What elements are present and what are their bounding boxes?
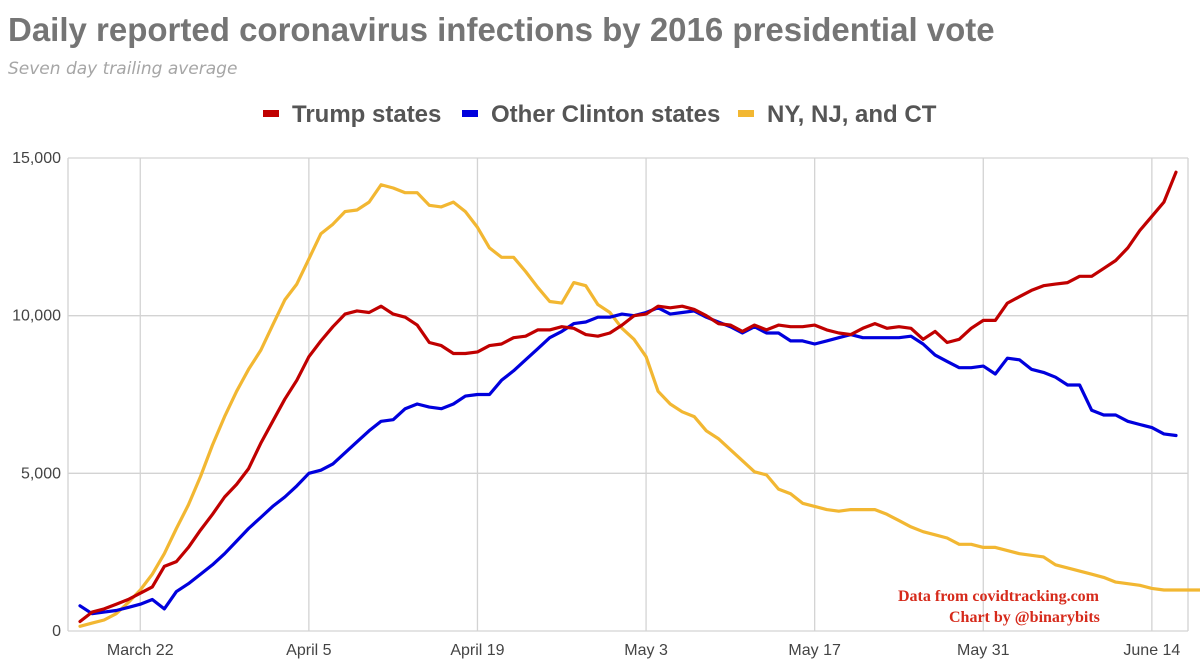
y-tick-label: 0 bbox=[52, 623, 61, 640]
chart-title: Daily reported coronavirus infections by… bbox=[8, 11, 995, 48]
series-line-ny-nj-and-ct bbox=[78, 183, 1200, 628]
legend-item-nynjct: NY, NJ, and CT bbox=[738, 101, 937, 128]
x-axis-labels: March 22 April 5 April 19 May 3 May 17 May 31… bbox=[107, 642, 1181, 659]
y-tick-label: 15,000 bbox=[12, 150, 61, 167]
annotation-chart-credit: Chart by @binarybits bbox=[949, 609, 1100, 626]
chart-subtitle: Seven day trailing average bbox=[8, 59, 237, 79]
y-axis-labels: 0 5,000 10,000 15,000 bbox=[12, 150, 61, 640]
x-tick-label: March 22 bbox=[107, 642, 174, 659]
legend-label-trump: Trump states bbox=[292, 101, 441, 128]
x-tick-label: May 3 bbox=[624, 642, 668, 659]
legend-swatch-nynjct bbox=[738, 110, 754, 117]
x-tick-label: April 5 bbox=[286, 642, 331, 659]
legend-label-clinton: Other Clinton states bbox=[491, 101, 720, 128]
x-tick-label: June 14 bbox=[1123, 642, 1180, 659]
x-gridlines bbox=[139, 158, 1153, 631]
annotation-data-source: Data from covidtracking.com bbox=[898, 588, 1100, 605]
x-tick-label: May 17 bbox=[788, 642, 841, 659]
y-tick-label: 10,000 bbox=[12, 308, 61, 325]
series-line-other-clinton-states bbox=[78, 306, 1178, 616]
legend-label-nynjct: NY, NJ, and CT bbox=[767, 101, 937, 128]
legend-item-trump: Trump states bbox=[263, 101, 441, 128]
y-tick-label: 5,000 bbox=[21, 465, 61, 482]
series-layer bbox=[78, 170, 1200, 628]
legend-item-clinton: Other Clinton states bbox=[462, 101, 720, 128]
x-tick-label: May 31 bbox=[957, 642, 1010, 659]
legend-swatch-trump bbox=[263, 110, 279, 117]
x-tick-label: April 19 bbox=[450, 642, 504, 659]
legend: Trump states Other Clinton states NY, NJ… bbox=[263, 101, 937, 128]
legend-swatch-clinton bbox=[462, 110, 478, 117]
series-line-trump-states bbox=[78, 170, 1178, 624]
